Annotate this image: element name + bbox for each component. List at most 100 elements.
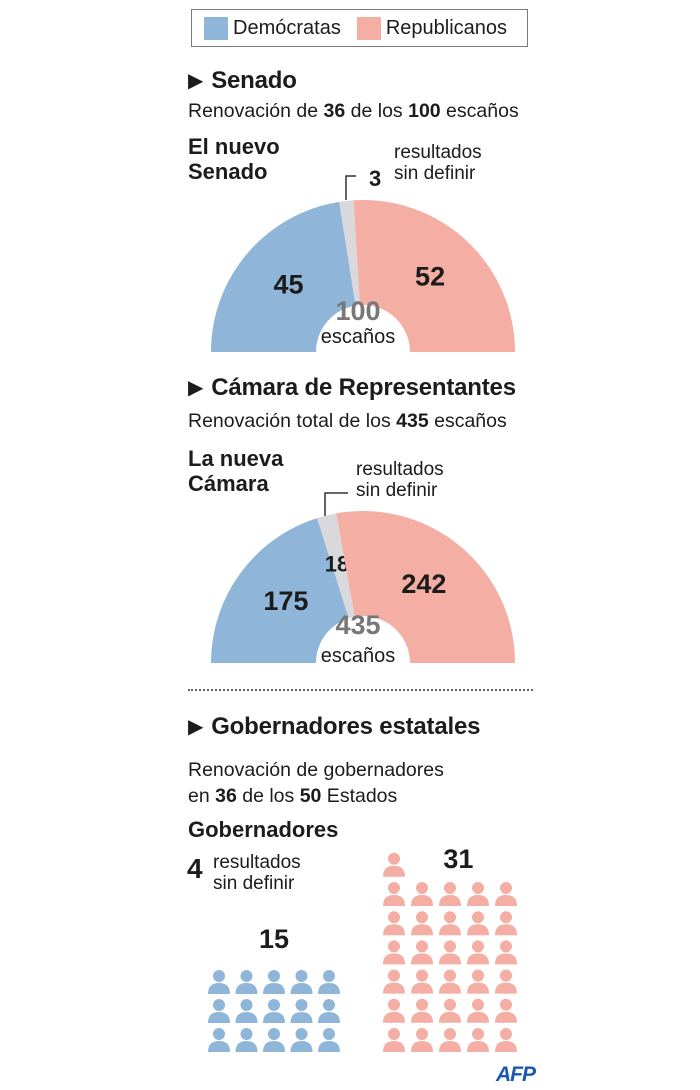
governor-icon-rep [383,852,405,877]
governors-heading-text: Gobernadores estatales [211,713,481,740]
governors-chart-title: Gobernadores [188,817,339,842]
governors-sub-post: Estados [321,785,398,807]
governor-icon-rep [383,911,405,936]
governors-value-label-rep: 31 [443,844,473,874]
governor-icon-rep [411,911,433,936]
senate-heading: ▶ Senado [188,67,297,95]
governors-sub-line1: Renovación de gobernadores [188,759,444,781]
senate-chart-title: El nuevo Senado [188,134,280,184]
house-heading: ▶ Cámara de Representantes [188,374,516,402]
governor-icon-dem [290,999,313,1023]
governor-icon-rep [439,998,461,1023]
governor-icon-rep [495,998,517,1023]
governors-heading: ▶ Gobernadores estatales [188,713,480,741]
governor-icon-dem [318,1028,340,1052]
house-note-line1: resultados [356,459,444,480]
house-chart-title-line2: Cámara [188,471,269,496]
house-segment-rep [336,511,515,663]
senate-total-number: 100 [335,296,381,326]
governor-icon-rep [383,998,405,1023]
governors-sub-pre: en [188,785,216,807]
house-sub-num: 435 [396,410,429,432]
governors-value-label-dem: 15 [259,924,289,954]
senate-subtitle: Renovación de 36 de los 100 escaños [188,100,519,123]
governors-note-line1: resultados [213,852,301,873]
legend-swatch-dem [204,16,228,40]
governor-icon-rep [411,940,433,965]
governor-icon-rep [467,911,489,936]
governor-icon-dem [318,970,340,994]
governor-icon-rep [495,1028,517,1052]
house-segment-dem [211,518,349,663]
governor-icon-dem [318,999,340,1023]
senate-segment-undecided [339,200,361,306]
governor-icon-dem [263,970,285,994]
house-subtitle: Renovación total de los 435 escaños [188,410,507,433]
governors-sub-num2: 50 [299,785,322,807]
governor-icon-rep [467,882,489,906]
senate-segment-dem [211,201,356,352]
house-note-line2: sin definir [356,480,438,501]
governors-note: resultados sin definir [213,852,301,894]
senate-segment-rep [353,200,515,352]
senate-value-label-dem: 45 [273,269,303,299]
governor-icon-rep [467,940,489,965]
governor-icon-rep [383,940,405,965]
senate-note-line2: sin definir [394,163,476,184]
house-heading-text: Cámara de Representantes [211,374,516,401]
house-value-label-rep: 242 [401,569,446,599]
senate-sub-num1: 36 [323,100,346,122]
governor-icon-dem [208,1028,230,1052]
house-note: resultados sin definir [356,459,444,501]
legend-label-dem: Demócratas [233,16,341,39]
governors-sub-line2: en 36 de los 50 Estados [188,783,444,809]
house-sub-pre: Renovación total de los [188,410,397,432]
governor-icon-rep [439,882,461,906]
house-total-label: escaños [320,645,396,667]
governor-icon-rep [411,882,433,906]
legend-label-rep: Republicanos [385,16,508,39]
governor-icon-rep [495,882,517,906]
governor-icon-dem [290,1028,313,1052]
senate-value-label-rep: 52 [415,262,445,292]
triangle-icon: ▶ [188,70,204,92]
section-divider [188,689,533,691]
governor-icon-rep [411,998,433,1023]
house-total-number: 435 [335,610,381,640]
governor-icon-dem [263,1028,285,1052]
governor-icon-rep [383,969,405,994]
triangle-icon: ▶ [188,716,204,738]
governor-icon-rep [467,969,489,994]
senate-total-label: escaños [320,326,396,348]
governor-icon-rep [439,969,461,994]
senate-heading-text: Senado [211,67,297,94]
senate-sub-num2: 100 [408,100,441,122]
senate-undecided-count: 3 [369,166,382,191]
house-chart-title: La nueva Cámara [188,446,283,496]
governor-icon-dem [235,970,258,994]
governor-icon-rep [383,882,405,906]
governors-sub-mid: de los [236,785,300,807]
governor-icon-rep [411,969,433,994]
governor-icon-dem [235,999,258,1023]
governors-note-line2: sin definir [213,873,295,894]
governors-sub-num1: 36 [215,785,237,807]
governor-icon-dem [208,970,230,994]
governor-icon-dem [235,1028,258,1052]
governor-icon-dem [208,999,230,1023]
governor-icon-rep [439,940,461,965]
house-chart-title-line1: La nueva [188,446,284,471]
house-sub-post: escaños [428,410,507,432]
triangle-icon: ▶ [188,377,204,399]
senate-note: resultados sin definir [394,142,482,184]
house-segment-undecided [317,513,355,619]
governor-icon-rep [495,911,517,936]
governor-icon-rep [383,1028,405,1052]
governor-icon-rep [467,1028,489,1052]
senate-sub-pre: Renovación de [188,100,324,122]
governor-icon-rep [467,998,489,1023]
governors-subtitle: Renovación de gobernadores en 36 de los … [188,757,444,809]
